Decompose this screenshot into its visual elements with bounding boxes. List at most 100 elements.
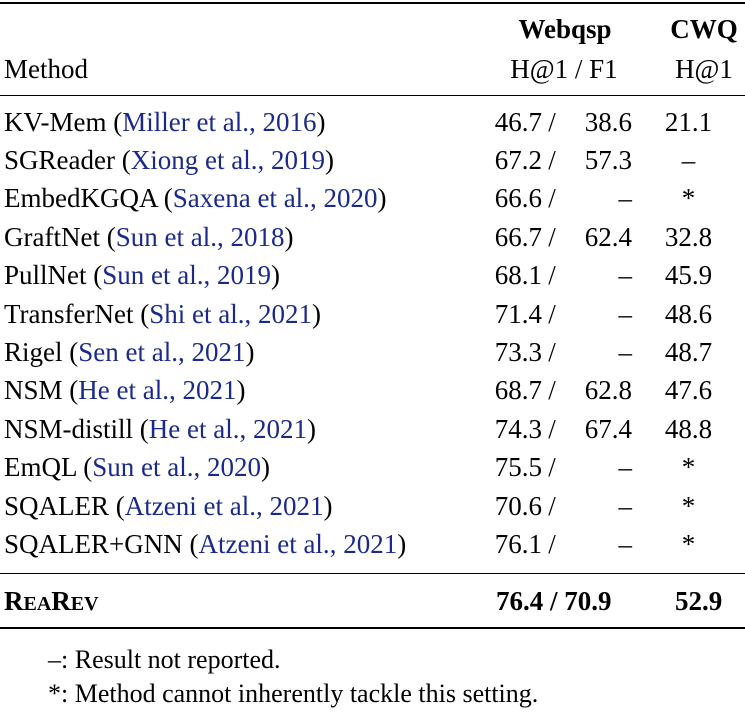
citation-link[interactable]: Sun et al., 2019 [102,260,272,291]
ours-name-ea: EA [23,593,52,615]
method-name: NSM [4,375,63,406]
citation-authors[interactable]: He et al. [148,413,240,444]
table-row: GraftNet (Sun et al., 2018) 66.7/ 62.4 32.8 [0,218,745,256]
citation-link[interactable]: Shi et al., 2021 [149,298,312,329]
citation-year[interactable]: 2021 [252,413,307,444]
citation-link[interactable]: Saxena et al., 2020 [172,183,378,214]
table-row: SGReader (Xiong et al., 2019) 67.2/ 57.3 – [0,141,745,179]
ours-row: REAREV 76.4 / 70.9 52.9 [0,580,745,624]
method-cell: NSM (He et al., 2021) [4,375,246,406]
citation-authors[interactable]: He et al. [78,375,169,406]
cwq-h1-cell: * [681,183,696,214]
citation-link[interactable]: Miller et al., 2016 [122,106,317,137]
webqsp-sep-cell: / [548,183,556,214]
top-rule [0,2,745,4]
citation-link[interactable]: Xiong et al., 2019 [130,145,325,176]
method-cell: TransferNet (Shi et al., 2021) [4,298,321,329]
webqsp-sep-cell: / [548,298,556,329]
citation-authors[interactable]: Saxena et al. [172,183,310,214]
citation-authors[interactable]: Sen et al. [78,337,178,368]
citation-year[interactable]: 2019 [270,145,325,176]
citation-year[interactable]: 2021 [191,337,246,368]
citation-year[interactable]: 2018 [230,221,285,252]
citation-authors[interactable]: Miller et al. [122,106,249,137]
citation-year[interactable]: 2021 [257,298,312,329]
table-row: SQALER+GNN (Atzeni et al., 2021) 76.1/ – * [0,525,745,563]
method-name: TransferNet [4,298,134,329]
citation-year[interactable]: 2020 [206,452,261,483]
method-cell: EmbedKGQA (Saxena et al., 2020) [4,183,387,214]
webqsp-f1-cell: 38.6 [584,106,632,137]
cwq-h1-cell: * [681,452,696,483]
citation-authors[interactable]: Sun et al. [115,221,217,252]
webqsp-f1-cell: – [618,528,633,559]
cwq-h1-cell: 45.9 [664,260,713,291]
citation-authors[interactable]: Sun et al. [92,452,194,483]
webqsp-h1-cell: 67.2 [494,145,542,176]
webqsp-f1-cell: 62.4 [584,221,632,252]
table-row: SQALER (Atzeni et al., 2021) 70.6/ – * [0,487,745,525]
citation-link[interactable]: Sen et al., 2021 [78,337,246,368]
citation-year[interactable]: 2016 [262,106,317,137]
citation-year[interactable]: 2021 [269,490,324,521]
cwq-h1-cell: 48.8 [664,413,713,444]
method-cell: SGReader (Xiong et al., 2019) [4,145,334,176]
header-cwq-metric: H@1 [675,54,733,84]
citation-link[interactable]: Sun et al., 2018 [115,221,285,252]
header-rule [0,95,745,96]
method-name: SGReader [4,145,115,176]
cwq-h1-cell: 48.7 [664,337,713,368]
table-row: EmQL (Sun et al., 2020) 75.5/ – * [0,449,745,487]
citation-year[interactable]: 2021 [343,528,398,559]
citation-year[interactable]: 2019 [217,260,272,291]
webqsp-h1-cell: 66.7 [494,221,542,252]
citation-authors[interactable]: Shi et al. [149,298,245,329]
webqsp-f1-cell: – [618,490,633,521]
citation-year[interactable]: 2021 [182,375,237,406]
webqsp-sep-cell: / [548,221,556,252]
citation-year[interactable]: 2020 [323,183,378,214]
webqsp-sep-cell: / [548,452,556,483]
cwq-h1-cell: * [681,528,696,559]
citation-link[interactable]: Sun et al., 2020 [92,452,261,483]
method-cell: EmQL (Sun et al., 2020) [4,452,270,483]
method-name: GraftNet [4,221,100,252]
webqsp-f1-cell: 67.4 [584,413,632,444]
ours-method-name: REAREV [4,586,99,617]
footnote-not-reported: –: Result not reported. [48,645,281,674]
table-row: NSM (He et al., 2021) 68.7/ 62.8 47.6 [0,372,745,410]
citation-link[interactable]: Atzeni et al., 2021 [124,490,324,521]
citation-authors[interactable]: Atzeni et al. [198,528,330,559]
cwq-h1-cell: 32.8 [664,221,713,252]
method-cell: NSM-distill (He et al., 2021) [4,413,316,444]
webqsp-h1-cell: 73.3 [494,337,542,368]
webqsp-f1-cell: 62.8 [584,375,632,406]
webqsp-sep-cell: / [548,528,556,559]
cwq-h1-cell: – [681,145,696,176]
cwq-h1-cell: 47.6 [664,375,713,406]
webqsp-f1-cell: – [618,452,633,483]
citation-authors[interactable]: Sun et al. [102,260,204,291]
mid-rule [0,573,745,574]
header-method: Method [4,54,88,84]
webqsp-sep-cell: / [548,106,556,137]
method-cell: SQALER+GNN (Atzeni et al., 2021) [4,528,407,559]
citation-link[interactable]: Atzeni et al., 2021 [198,528,398,559]
citation-link[interactable]: He et al., 2021 [148,413,307,444]
ours-cwq-score: 52.9 [675,586,723,616]
webqsp-sep-cell: / [548,145,556,176]
method-name: PullNet [4,260,87,291]
citation-authors[interactable]: Atzeni et al. [124,490,256,521]
method-cell: GraftNet (Sun et al., 2018) [4,221,294,252]
ours-name-r: R [4,586,24,616]
citation-authors[interactable]: Xiong et al. [130,145,258,176]
webqsp-f1-cell: – [618,183,633,214]
footnote-cannot-tackle: *: Method cannot inherently tackle this … [48,679,539,708]
citation-link[interactable]: He et al., 2021 [78,375,237,406]
webqsp-h1-cell: 68.7 [494,375,542,406]
webqsp-h1-cell: 68.1 [494,260,542,291]
webqsp-sep-cell: / [548,375,556,406]
method-name: SQALER+GNN [4,528,183,559]
method-cell: SQALER (Atzeni et al., 2021) [4,490,333,521]
table-row: KV-Mem (Miller et al., 2016) 46.7/ 38.6 21.… [0,103,745,141]
